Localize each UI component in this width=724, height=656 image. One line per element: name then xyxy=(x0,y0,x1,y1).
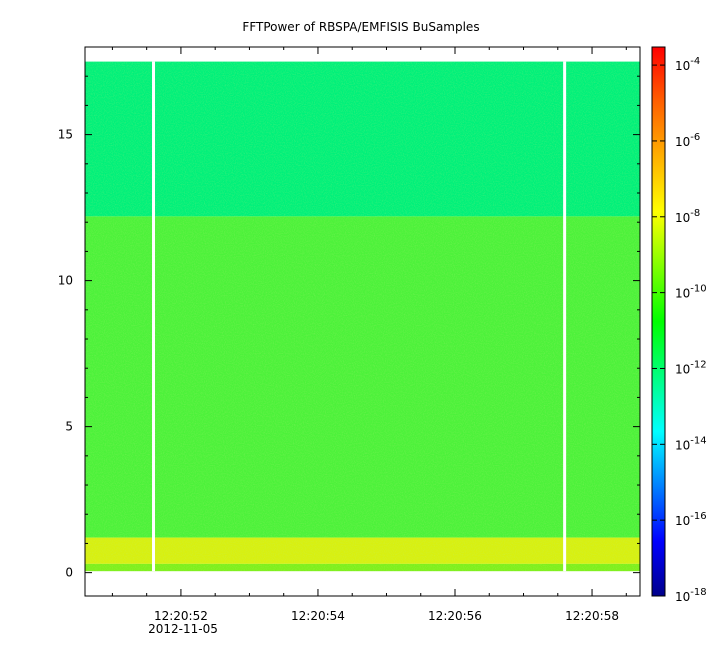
colorbar-tick-label: 10-14 xyxy=(675,435,707,452)
colorbar-tick-label: 10-10 xyxy=(675,284,707,301)
y-axis: 0 5 10 15 xyxy=(58,46,640,580)
x-tick-label: 12:20:58 xyxy=(565,609,619,623)
colorbar-tick-label: 10-12 xyxy=(675,359,707,376)
plot-frame xyxy=(84,46,641,597)
y-tick-label: 5 xyxy=(65,420,73,434)
colorbar-tick-label: 10-4 xyxy=(675,56,700,73)
colorbar-tick-label: 10-18 xyxy=(675,587,707,604)
data-gap xyxy=(152,61,156,572)
y-tick-label: 15 xyxy=(58,128,73,142)
spectrogram-texture xyxy=(85,61,640,572)
plot-area xyxy=(85,61,640,572)
colorbar-axis: 10-18 10-16 10-14 10-12 10-10 10-8 10-6 10-4 xyxy=(652,56,707,604)
x-tick-label: 12:20:56 xyxy=(428,609,482,623)
x-tick-label: 12:20:54 xyxy=(291,609,345,623)
y-tick-label: 10 xyxy=(58,274,73,288)
x-axis-date-label: 2012-11-05 xyxy=(148,622,218,636)
y-tick-label: 0 xyxy=(65,566,73,580)
x-tick-label: 12:20:52 xyxy=(154,609,208,623)
colorbar-tick-label: 10-6 xyxy=(675,132,700,149)
x-axis: 12:20:52 12:20:54 12:20:56 12:20:58 xyxy=(111,47,627,623)
chart-title: FFTPower of RBSPA/EMFISIS BuSamples xyxy=(242,20,479,34)
colorbar xyxy=(651,46,666,597)
colorbar-tick-label: 10-16 xyxy=(675,511,707,528)
colorbar-tick-label: 10-8 xyxy=(675,208,700,225)
data-gap xyxy=(563,61,567,572)
